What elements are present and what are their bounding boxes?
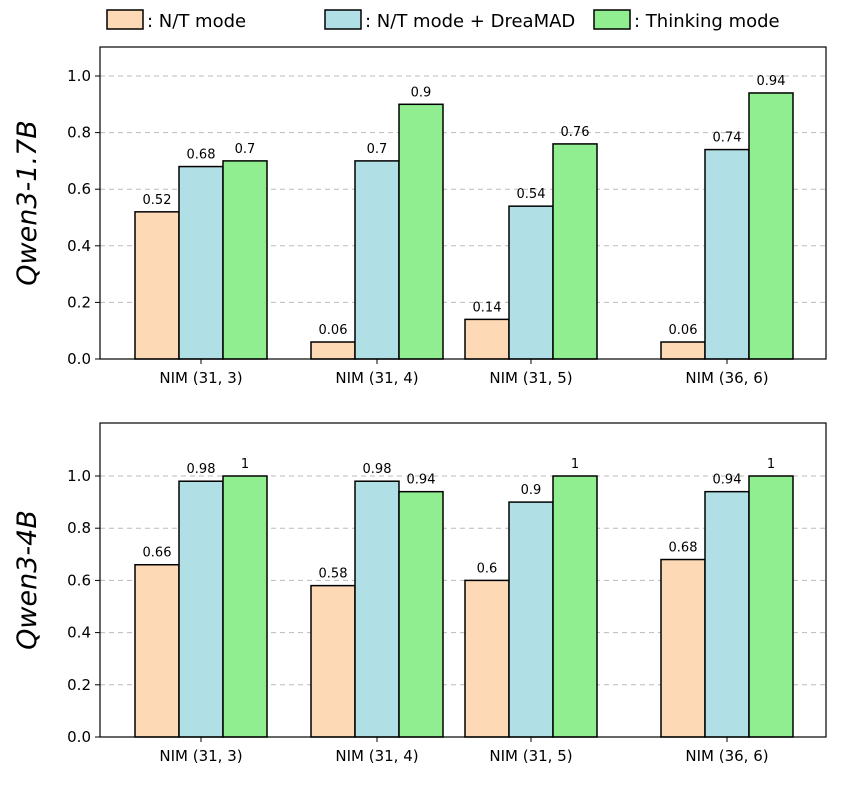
bar-n-t-mode-dreamad-3: [704, 148, 750, 360]
bar-value-label: 0.94: [407, 473, 436, 488]
legend: : N/T mode : N/T mode + DreaMAD : Thinking…: [106, 9, 780, 32]
x-tick-label: NIM (36, 6): [685, 369, 768, 387]
bar-value-label: 0.7: [367, 142, 388, 157]
legend-label-0: : N/T mode: [147, 11, 246, 32]
bar-thinking-mode-0: [222, 160, 268, 360]
bar-value-label: 0.76: [561, 125, 590, 140]
x-tick-label: NIM (31, 5): [489, 369, 572, 387]
plot-frame: [99, 46, 827, 360]
bar-value-label: 0.52: [143, 193, 172, 208]
x-tick-label: NIM (31, 4): [335, 369, 418, 387]
y-tick-label: 0.8: [67, 124, 91, 142]
bar-value-label: 1: [241, 457, 249, 472]
bar-value-label: 0.58: [319, 567, 348, 582]
x-tick-label: NIM (36, 6): [685, 747, 768, 765]
legend-swatch-0: [106, 9, 144, 30]
bar-value-label: 0.9: [521, 483, 542, 498]
bar-thinking-mode-1: [398, 490, 444, 738]
bar-n-t-mode-dreamad-0: [178, 480, 224, 738]
bar-value-label: 0.94: [713, 473, 742, 488]
y-tick-label: 0.0: [67, 728, 91, 746]
y-tick-label: 0.4: [67, 624, 91, 642]
legend-label-1: : N/T mode + DreaMAD: [365, 11, 575, 32]
bar-n-t-mode-dreamad-1: [354, 160, 400, 360]
legend-swatch-2: [593, 9, 631, 30]
bar-thinking-mode-2: [552, 475, 598, 738]
y-tick-label: 0.0: [67, 350, 91, 368]
legend-label-2: : Thinking mode: [634, 11, 780, 32]
bar-thinking-mode-3: [748, 475, 794, 738]
bar-n-t-mode-3: [660, 558, 706, 738]
bar-value-label: 0.54: [517, 187, 546, 202]
bar-thinking-mode-2: [552, 143, 598, 360]
bar-thinking-mode-3: [748, 92, 794, 360]
bar-n-t-mode-0: [134, 563, 180, 738]
y-axis-label: Qwen3-4B: [12, 510, 43, 650]
bar-thinking-mode-0: [222, 475, 268, 738]
y-axis-label: Qwen3-1.7B: [12, 120, 43, 285]
y-tick-label: 1.0: [67, 467, 91, 485]
bar-value-label: 0.6: [477, 561, 498, 576]
bar-value-label: 0.7: [235, 142, 256, 157]
y-tick-label: 1.0: [67, 67, 91, 85]
bar-n-t-mode-2: [464, 579, 510, 738]
y-tick-label: 0.2: [67, 293, 91, 311]
chart-panel-qwen3-4b: 0.0 0.2 0.4 0.6 0.8 1.0 0.66 0.58 0.6 0.68 0.98 0.9…: [12, 422, 827, 765]
y-tick-label: 0.8: [67, 519, 91, 537]
bar-value-label: 0.68: [187, 148, 216, 163]
bar-value-label: 0.06: [319, 323, 348, 338]
bar-thinking-mode-1: [398, 103, 444, 360]
y-tick-label: 0.6: [67, 571, 91, 589]
y-tick-label: 0.2: [67, 676, 91, 694]
bar-n-t-mode-1: [310, 341, 356, 360]
y-tick-label: 0.6: [67, 180, 91, 198]
bar-value-label: 0.14: [473, 300, 502, 315]
bar-n-t-mode-2: [464, 318, 510, 360]
bar-value-label: 0.9: [411, 85, 432, 100]
bar-value-label: 0.74: [713, 131, 742, 146]
bar-n-t-mode-3: [660, 341, 706, 360]
bar-value-label: 0.98: [187, 462, 216, 477]
bar-value-label: 0.06: [669, 323, 698, 338]
y-tick-label: 0.4: [67, 237, 91, 255]
bar-value-label: 0.68: [669, 541, 698, 556]
chart-panel-qwen3-1.7b: 0.0 0.2 0.4 0.6 0.8 1.0 0.52 0.06 0.14 0.06 0.68 0.…: [12, 46, 827, 387]
x-tick-label: NIM (31, 4): [335, 747, 418, 765]
bar-value-label: 1: [571, 457, 579, 472]
bar-n-t-mode-1: [310, 584, 356, 738]
bar-n-t-mode-0: [134, 211, 180, 360]
bar-value-label: 0.98: [363, 462, 392, 477]
bar-n-t-mode-dreamad-0: [178, 165, 224, 360]
bar-n-t-mode-dreamad-2: [508, 501, 554, 738]
bar-value-label: 0.94: [757, 74, 786, 89]
bar-value-label: 1: [767, 457, 775, 472]
bar-n-t-mode-dreamad-2: [508, 205, 554, 360]
bar-value-label: 0.66: [143, 546, 172, 561]
legend-swatch-1: [324, 9, 362, 30]
plot-frame: [99, 422, 827, 738]
bar-n-t-mode-dreamad-3: [704, 490, 750, 738]
x-tick-label: NIM (31, 5): [489, 747, 572, 765]
bar-n-t-mode-dreamad-1: [354, 480, 400, 738]
x-tick-label: NIM (31, 3): [159, 369, 242, 387]
x-tick-label: NIM (31, 3): [159, 747, 242, 765]
